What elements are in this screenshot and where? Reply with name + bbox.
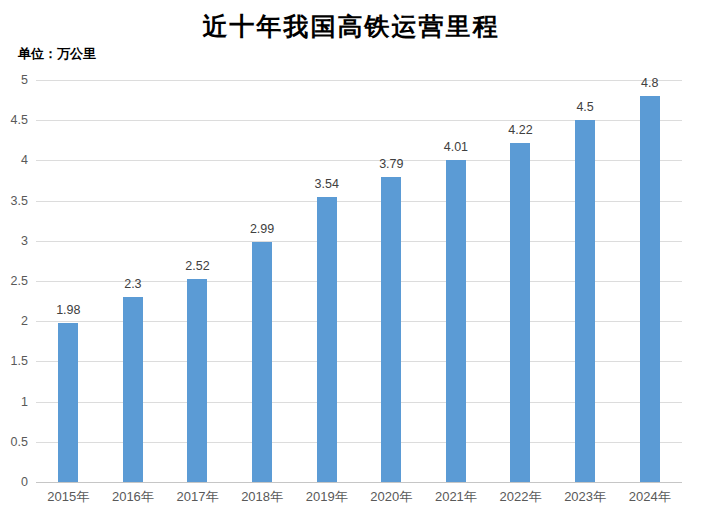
bar-slot: 3.79 xyxy=(359,80,424,482)
bar-2024年 xyxy=(640,96,660,482)
bar-value-label: 3.79 xyxy=(359,158,424,171)
y-axis: 54.543.532.521.510.50 xyxy=(0,80,30,482)
x-tick-label: 2018年 xyxy=(230,488,295,506)
y-tick-label: 1.5 xyxy=(0,354,28,368)
unit-label: 单位：万公里 xyxy=(18,45,96,63)
y-tick-label: 3.5 xyxy=(0,194,28,208)
y-tick-label: 4.5 xyxy=(0,113,28,127)
bar-value-label: 1.98 xyxy=(36,304,101,317)
y-tick-label: 1 xyxy=(0,395,28,409)
bar-value-label: 4.5 xyxy=(553,101,618,114)
bar-value-label: 4.01 xyxy=(424,141,489,154)
x-tick-label: 2024年 xyxy=(617,488,682,506)
y-tick-label: 0.5 xyxy=(0,435,28,449)
bar-2022年 xyxy=(510,143,530,482)
bar-slot: 3.54 xyxy=(294,80,359,482)
bar-slot: 2.99 xyxy=(230,80,295,482)
bar-value-label: 4.8 xyxy=(617,77,682,90)
bar-2020年 xyxy=(381,177,401,482)
y-tick-label: 3 xyxy=(0,234,28,248)
x-tick-label: 2022年 xyxy=(488,488,553,506)
x-axis: 2015年2016年2017年2018年2019年2020年2021年2022年… xyxy=(36,488,682,508)
bar-value-label: 2.99 xyxy=(230,223,295,236)
y-tick-label: 2 xyxy=(0,314,28,328)
y-tick-label: 0 xyxy=(0,475,28,489)
x-tick-label: 2021年 xyxy=(424,488,489,506)
bar-slot: 4.01 xyxy=(424,80,489,482)
bar-slot: 2.3 xyxy=(101,80,166,482)
bar-slot: 4.5 xyxy=(553,80,618,482)
y-tick-label: 5 xyxy=(0,73,28,87)
bar-value-label: 2.52 xyxy=(165,260,230,273)
chart-title: 近十年我国高铁运营里程 xyxy=(0,10,702,43)
x-tick-label: 2019年 xyxy=(294,488,359,506)
bar-value-label: 3.54 xyxy=(294,178,359,191)
bar-2019年 xyxy=(317,197,337,482)
bar-slot: 4.22 xyxy=(488,80,553,482)
plot-area: 1.982.3 2.52 2.99 3.543.794.01 4.224.5 4.8 xyxy=(36,80,682,482)
x-tick-label: 2015年 xyxy=(36,488,101,506)
bar-value-label: 4.22 xyxy=(488,124,553,137)
bar-2023年 xyxy=(575,120,595,482)
y-tick-label: 2.5 xyxy=(0,274,28,288)
x-tick-label: 2016年 xyxy=(101,488,166,506)
bar-2021年 xyxy=(446,160,466,482)
bar-2016年 xyxy=(123,297,143,482)
bar-slot: 4.8 xyxy=(617,80,682,482)
bar-value-label: 2.3 xyxy=(101,278,166,291)
x-axis-line xyxy=(36,482,682,483)
y-tick-label: 4 xyxy=(0,153,28,167)
x-tick-label: 2023年 xyxy=(553,488,618,506)
bar-2018年 xyxy=(252,242,272,482)
bar-slot: 1.98 xyxy=(36,80,101,482)
x-tick-label: 2017年 xyxy=(165,488,230,506)
bar-2015年 xyxy=(58,323,78,482)
bar-2017年 xyxy=(187,279,207,482)
chart-page: 近十年我国高铁运营里程 单位：万公里 54.543.532.521.510.50… xyxy=(0,0,702,520)
bar-slot: 2.52 xyxy=(165,80,230,482)
x-tick-label: 2020年 xyxy=(359,488,424,506)
